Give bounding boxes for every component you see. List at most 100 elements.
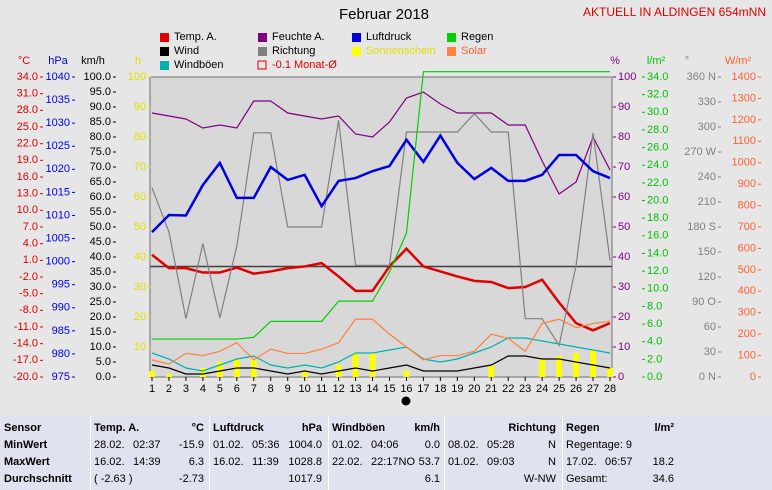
table-cell: MinWert <box>4 439 48 451</box>
y-tick-label: 995 <box>52 279 70 291</box>
x-tick-label: 21 <box>485 383 497 395</box>
y-tick-label: 1020 <box>46 163 70 175</box>
y-tick-label: 28.0 <box>647 124 668 136</box>
x-tick-label: 14 <box>366 383 378 395</box>
y-tick-label: 13.0 <box>17 188 38 200</box>
legend-swatch <box>447 47 456 56</box>
today-marker <box>401 396 411 406</box>
axis-title: W/m² <box>725 55 752 67</box>
bar <box>165 374 172 377</box>
axis-title: l/m² <box>647 55 666 67</box>
y-tick-label: 34.0 <box>647 71 668 83</box>
column-divider <box>209 416 210 490</box>
bar <box>573 353 580 377</box>
table-cell: °C <box>191 422 204 434</box>
y-tick-label: -17.0 <box>13 354 38 366</box>
y-tick-label: 0.0 <box>96 371 111 383</box>
legend-label: Luftdruck <box>366 31 412 43</box>
y-tick-label: -20.0 <box>13 371 38 383</box>
x-tick-label: 17 <box>417 383 429 395</box>
bar <box>607 368 613 377</box>
chart-title: Februar 2018 <box>339 6 429 23</box>
y-tick-label: 65.0 <box>90 176 111 188</box>
y-tick-label: 500 <box>738 264 756 276</box>
y-tick-label: 700 <box>738 221 756 233</box>
table-cell: 17.02. <box>566 456 597 468</box>
table-cell: 22:17NO <box>371 456 416 468</box>
axis-title: km/h <box>81 55 105 67</box>
y-tick-label: 2.0 <box>647 353 662 365</box>
x-tick-label: 2 <box>166 383 172 395</box>
y-tick-label: 7.0 <box>23 221 38 233</box>
plot-area <box>149 76 613 378</box>
bar <box>149 371 155 377</box>
y-tick-label: 20.0 <box>90 311 111 323</box>
y-tick-label: 24.0 <box>647 159 668 171</box>
y-tick-label: 5.0 <box>96 356 111 368</box>
legend-swatch <box>447 33 456 42</box>
table-cell: 6.3 <box>188 456 204 468</box>
y-tick-label: 150 <box>698 246 716 258</box>
series-line <box>151 355 611 375</box>
table-cell: 05:36 <box>252 439 280 451</box>
y-tick-label: 1010 <box>46 209 70 221</box>
legend-swatch <box>352 33 361 42</box>
y-tick-label: 90 <box>134 101 146 113</box>
chart-subtitle: AKTUELL IN ALDINGEN 654mNN <box>583 5 766 19</box>
x-tick-label: 27 <box>587 383 599 395</box>
y-tick-label: 30 <box>134 281 146 293</box>
x-tick-label: 6 <box>234 383 240 395</box>
y-tick-label: 25.0 <box>17 121 38 133</box>
table-cell: -2.73 <box>178 473 204 485</box>
y-tick-label: 1.0 <box>23 254 38 266</box>
y-tick-label: 6.0 <box>647 318 662 330</box>
y-tick-label: 1015 <box>46 186 70 198</box>
legend-swatch <box>258 47 267 56</box>
table-cell: W-NW <box>523 473 556 485</box>
y-tick-label: 900 <box>738 178 756 190</box>
y-tick-label: 330 <box>698 96 716 108</box>
y-tick-label: 4.0 <box>647 336 662 348</box>
table-cell: Luftdruck <box>213 422 264 434</box>
table-cell: Windböen <box>332 422 386 434</box>
y-tick-label: 1030 <box>46 117 70 129</box>
y-tick-label: -14.0 <box>13 338 38 350</box>
y-tick-label: 4.0 <box>23 238 38 250</box>
y-tick-label: 975 <box>52 371 70 383</box>
y-tick-label: 20 <box>618 311 630 323</box>
y-tick-label: 0 <box>618 371 624 383</box>
legend-label: Windböen <box>174 59 224 71</box>
y-tick-label: 270 W <box>684 146 716 158</box>
y-tick-label: 75.0 <box>90 146 111 158</box>
legend-swatch <box>160 33 169 42</box>
x-tick-label: 15 <box>383 383 395 395</box>
y-tick-label: 90 O <box>692 296 716 308</box>
bar <box>301 371 308 377</box>
y-tick-label: 90 <box>618 101 630 113</box>
series-line <box>151 246 611 332</box>
y-tick-label: 300 <box>698 121 716 133</box>
y-tick-label: 210 <box>698 196 716 208</box>
x-tick-label: 1 <box>149 383 155 395</box>
table-cell: 02:37 <box>133 439 161 451</box>
table-cell: 05:28 <box>487 439 515 451</box>
y-tick-label: 22.0 <box>647 177 668 189</box>
x-tick-label: 10 <box>299 383 311 395</box>
stats-table: Sensor Temp. A. °C Luftdruck hPa Windböen km/h… <box>0 416 772 490</box>
y-tick-label: 15.0 <box>90 326 111 338</box>
y-tick-label: 32.0 <box>647 89 668 101</box>
x-tick-label: 11 <box>316 383 327 395</box>
y-tick-label: 360 N <box>687 71 716 83</box>
y-tick-label: 10 <box>618 341 630 353</box>
y-tick-label: 1200 <box>732 114 756 126</box>
y-tick-label: 90.0 <box>90 101 111 113</box>
column-divider <box>444 416 445 490</box>
y-tick-label: -11.0 <box>14 321 38 333</box>
bar <box>199 368 206 377</box>
y-tick-label: 25.0 <box>90 296 111 308</box>
y-tick-label: 1000 <box>46 256 70 268</box>
y-tick-label: 22.0 <box>17 138 38 150</box>
table-cell: 53.7 <box>418 456 440 468</box>
table-cell: Gesamt: <box>566 473 608 485</box>
y-tick-label: 30.0 <box>90 281 111 293</box>
